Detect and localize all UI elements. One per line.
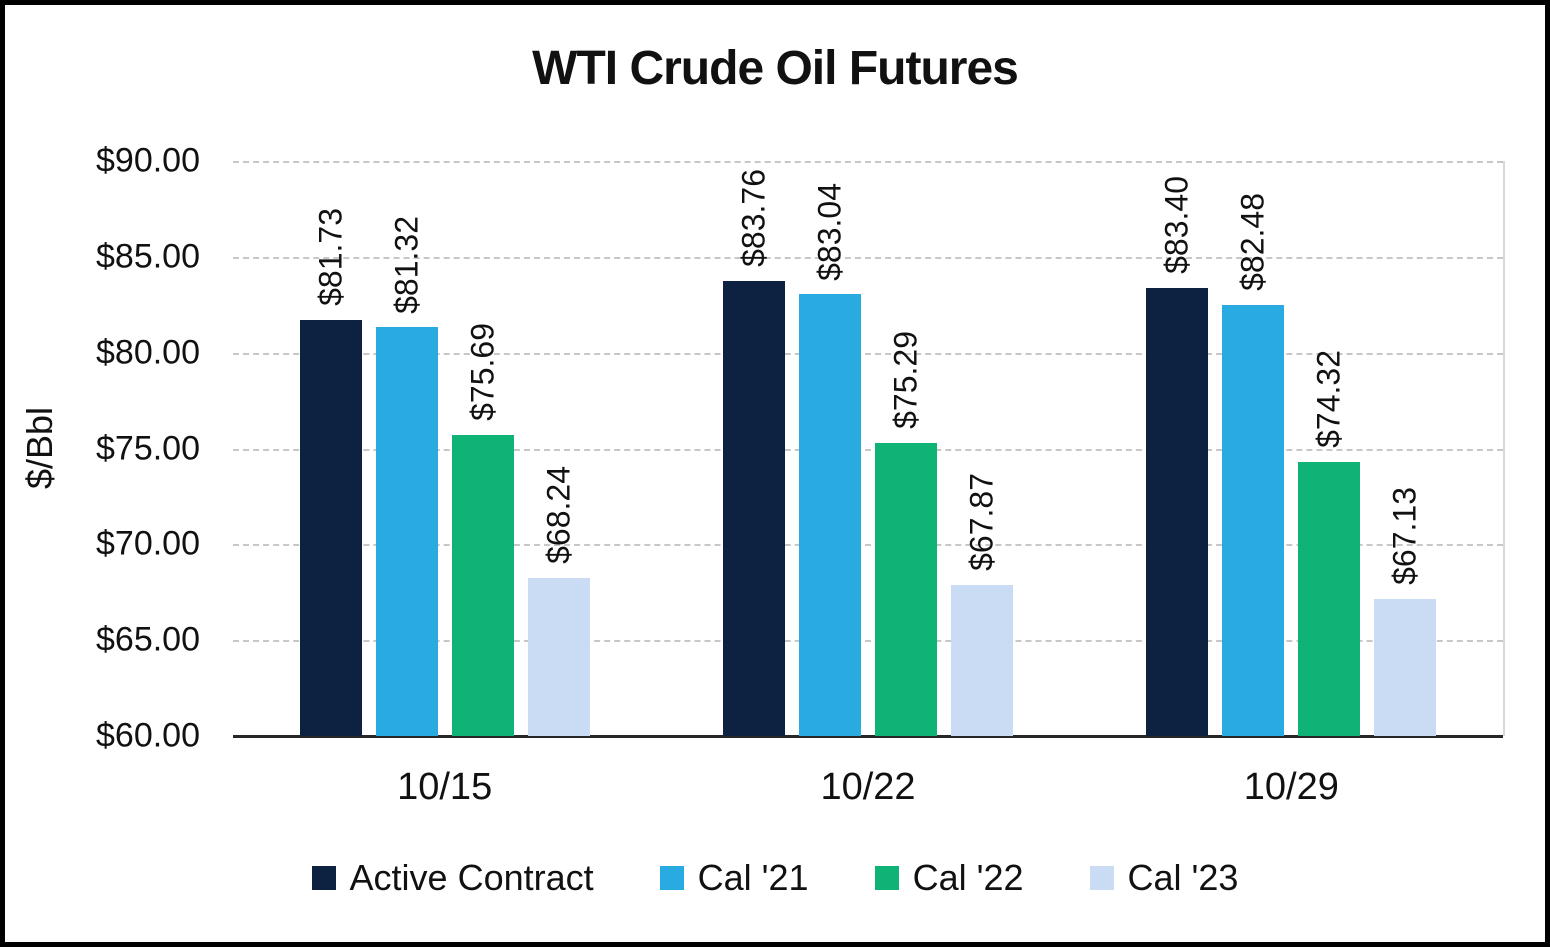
bar-value-label: $81.32 — [388, 215, 425, 314]
bar-cal-22 — [451, 435, 514, 736]
y-tick-label: $75.00 — [96, 429, 200, 467]
gridline — [233, 640, 1503, 643]
bar-value-label: $67.87 — [963, 473, 1000, 572]
gridline — [233, 352, 1503, 355]
bar-cal-22 — [875, 442, 937, 736]
bar-active-contract — [299, 319, 362, 736]
bar-cal-22 — [1298, 461, 1361, 736]
bar-cal-23 — [527, 578, 590, 736]
bar-value-label: $75.69 — [464, 323, 501, 422]
legend: Active Contract Cal '21 Cal '22 Cal '23 — [5, 857, 1545, 899]
legend-label: Active Contract — [349, 857, 594, 898]
bar-active-contract — [1146, 287, 1209, 736]
gridline — [233, 448, 1503, 451]
y-tick-label: $90.00 — [96, 141, 200, 180]
gridline — [233, 544, 1503, 547]
y-tick-label: $65.00 — [96, 620, 200, 659]
x-tick-label: 10/15 — [397, 766, 493, 808]
bar-cal-21 — [375, 327, 438, 736]
legend-label: Cal '23 — [1127, 857, 1239, 898]
legend-item: Cal '23 — [1089, 857, 1239, 899]
legend-swatch — [874, 866, 899, 890]
legend-item: Active Contract — [311, 857, 594, 899]
gridline — [233, 256, 1503, 259]
bar-value-label: $83.40 — [1158, 175, 1195, 274]
bar-value-label: $82.48 — [1234, 193, 1271, 292]
bar-value-label: $83.04 — [811, 182, 848, 281]
x-tick-label: 10/22 — [820, 766, 916, 808]
gridline — [233, 161, 1503, 163]
bar-value-label: $67.13 — [1386, 487, 1423, 586]
legend-swatch — [1089, 866, 1114, 890]
legend-label: Cal '22 — [912, 857, 1024, 898]
bar-cal-23 — [951, 585, 1013, 736]
legend-label: Cal '21 — [697, 857, 809, 898]
bar-value-label: $83.76 — [735, 168, 772, 267]
y-tick-label: $70.00 — [96, 524, 200, 563]
bar-cal-21 — [1222, 305, 1285, 736]
legend-swatch — [311, 866, 336, 890]
legend-item: Cal '22 — [874, 857, 1024, 899]
y-tick-label: $85.00 — [96, 237, 200, 276]
bar-value-label: $75.29 — [887, 331, 924, 429]
x-axis-line — [233, 735, 1503, 738]
bar-active-contract — [723, 280, 785, 736]
plot-area: $81.73 $81.32 $75.69 $68.24 $83.76 $83.04 $75.… — [233, 161, 1505, 738]
bar-cal-23 — [1374, 599, 1437, 736]
bar-cal-21 — [799, 294, 861, 736]
bar-value-label: $74.32 — [1310, 349, 1347, 448]
y-tick-label: $60.00 — [96, 716, 200, 755]
legend-item: Cal '21 — [659, 857, 809, 899]
y-tick-label: $80.00 — [96, 333, 200, 372]
legend-swatch — [659, 866, 684, 890]
bar-value-label: $81.73 — [312, 207, 349, 306]
bar-value-label: $68.24 — [540, 466, 577, 565]
chart-title: WTI Crude Oil Futures — [532, 42, 1019, 95]
x-tick-label: 10/29 — [1243, 766, 1339, 808]
